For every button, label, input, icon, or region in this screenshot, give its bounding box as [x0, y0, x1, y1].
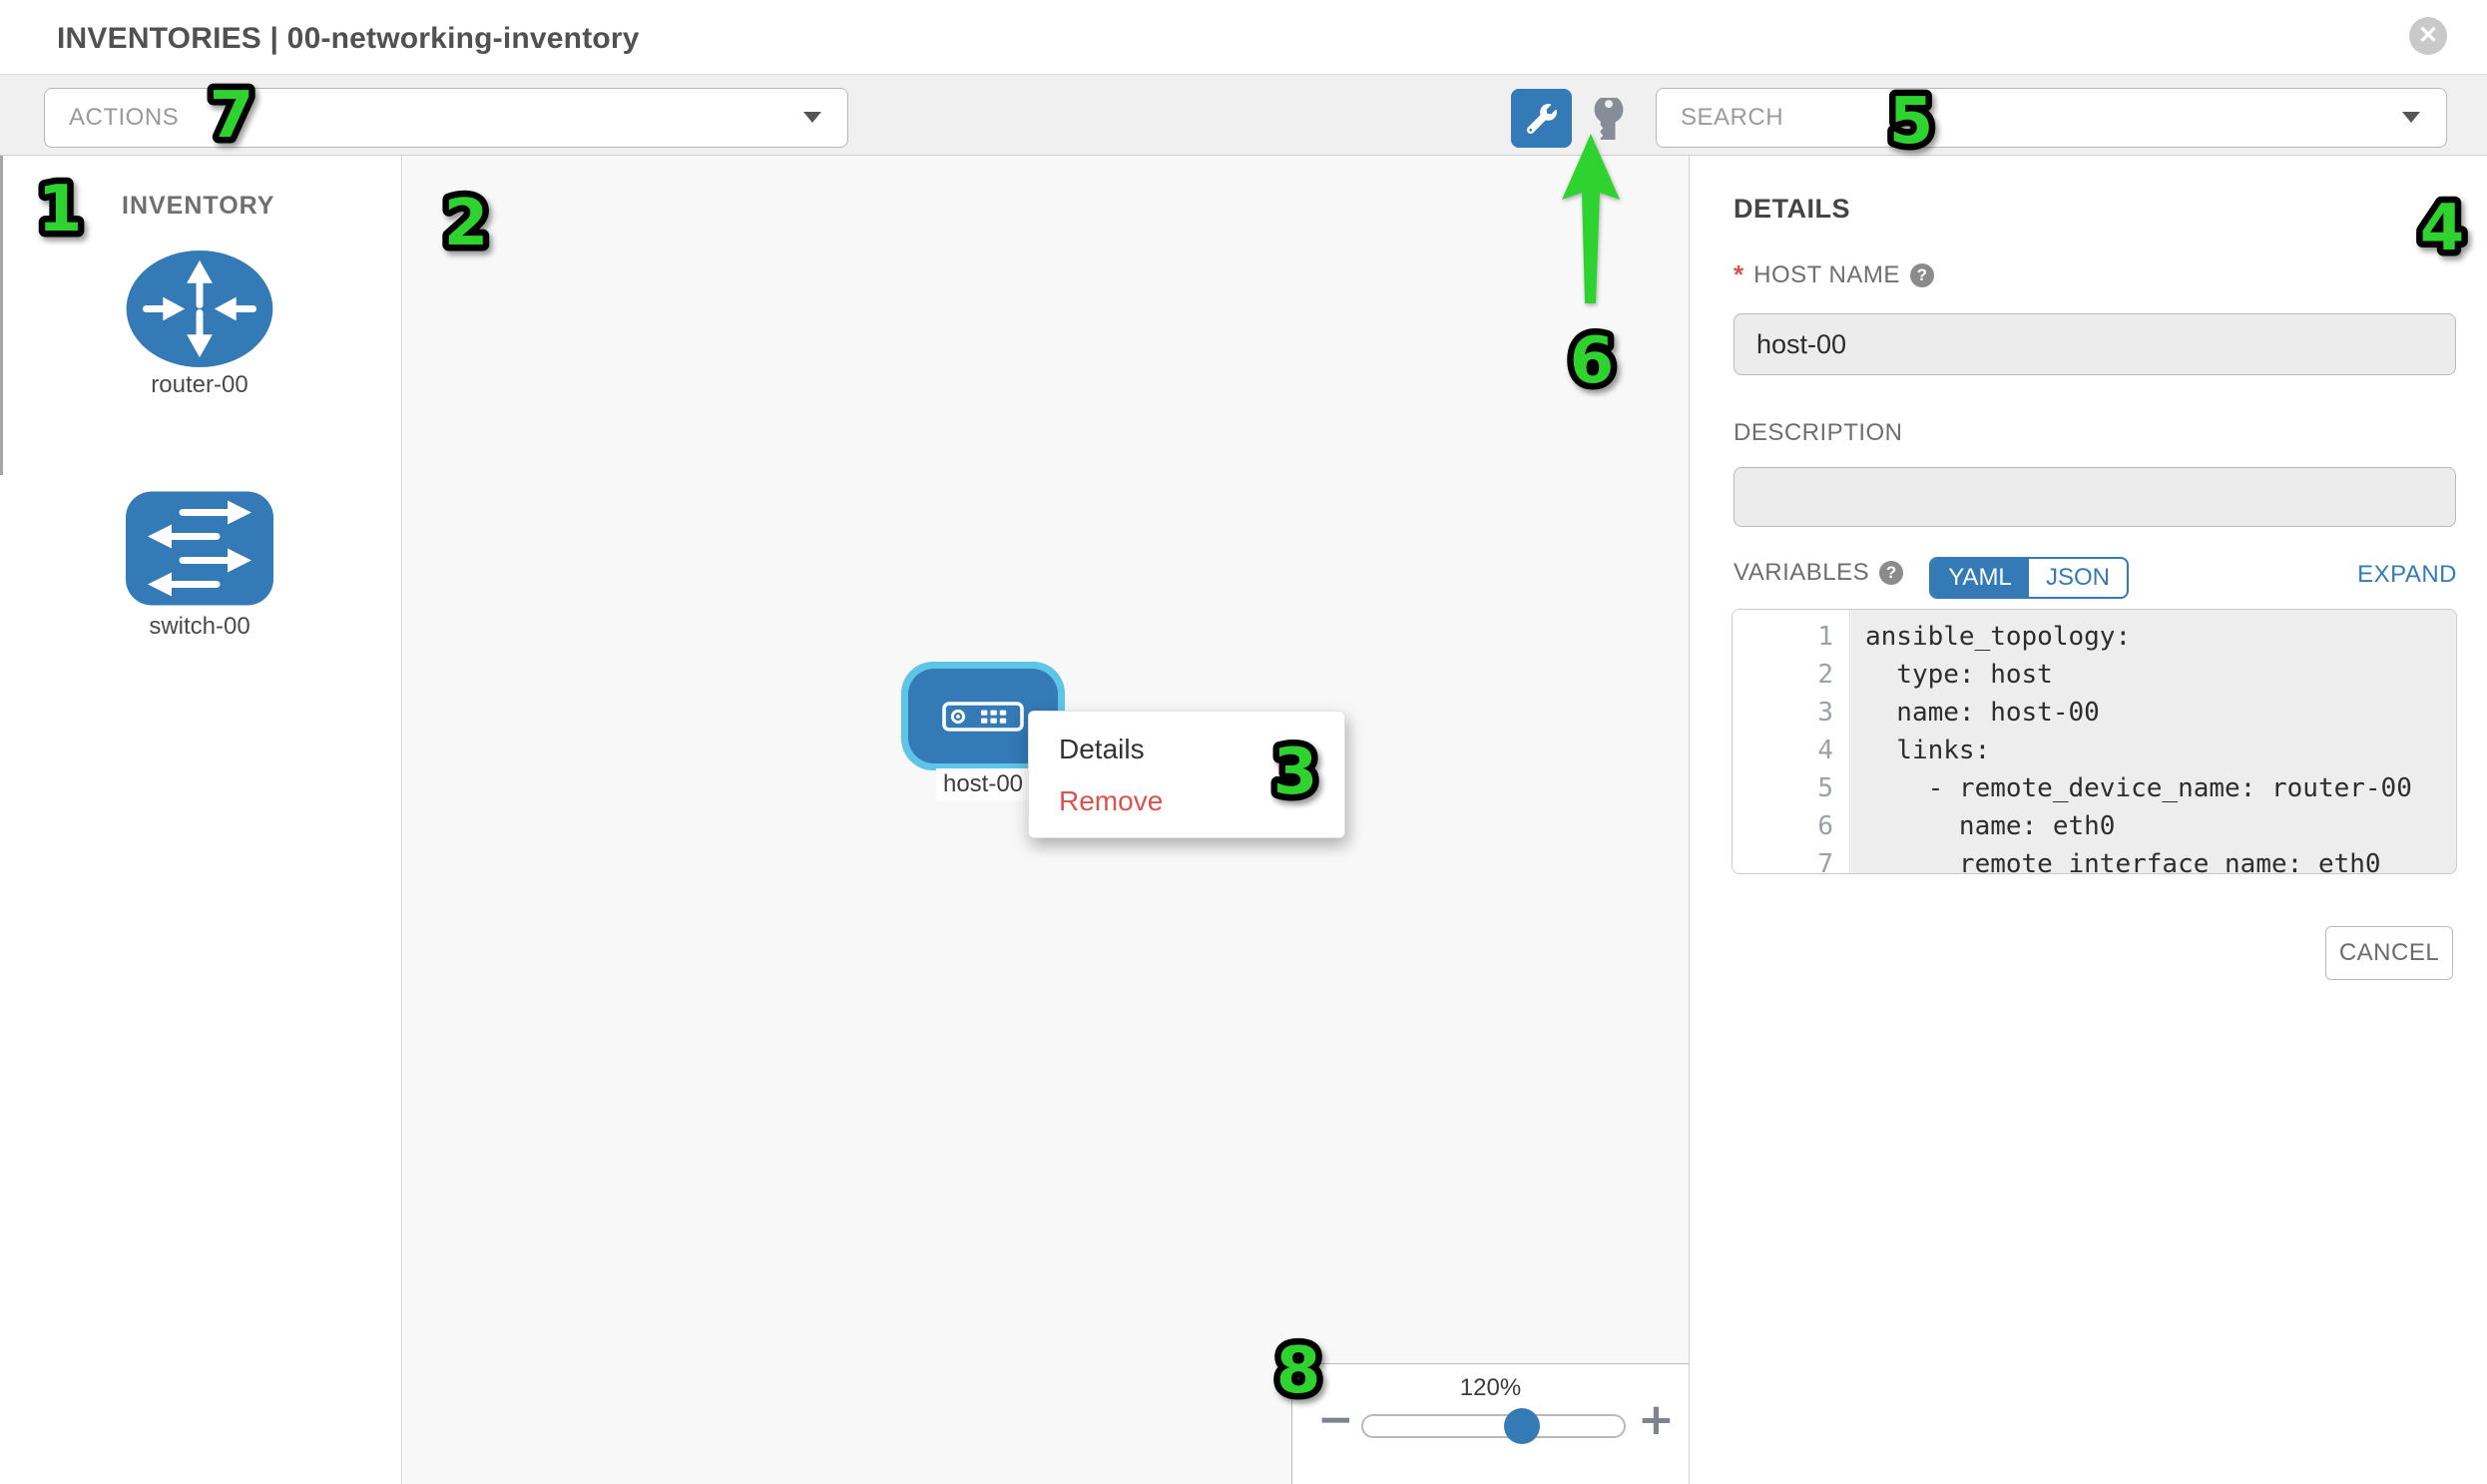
description-label: DESCRIPTION — [1734, 419, 1903, 446]
zoom-in-button[interactable]: + — [1638, 1394, 1675, 1445]
line-number: 4 — [1817, 736, 1833, 765]
top-bar: INVENTORIES | 00-networking-inventory ✕ — [0, 0, 2487, 74]
palette-item-switch[interactable] — [125, 490, 274, 607]
host-name-input[interactable] — [1734, 313, 2456, 375]
credentials-key-button[interactable] — [1585, 89, 1633, 148]
actions-dropdown[interactable]: ACTIONS — [44, 88, 848, 148]
close-icon: ✕ — [2417, 22, 2439, 49]
wrench-icon — [1526, 103, 1557, 134]
zoom-slider-track[interactable] — [1361, 1414, 1626, 1438]
host-name-label: HOST NAME — [1753, 260, 1900, 288]
palette-item-label: switch-00 — [149, 613, 250, 640]
code-line: type: host — [1865, 660, 2053, 690]
code-line: remote_interface_name: eth0 — [1865, 849, 2381, 874]
palette-item-router[interactable] — [125, 249, 274, 368]
required-asterisk: * — [1734, 259, 1744, 289]
close-button[interactable]: ✕ — [2409, 17, 2447, 55]
variables-editor[interactable]: 1 2 3 4 5 6 7 ansible_topology: type: ho… — [1732, 609, 2457, 874]
code-line: links: — [1865, 736, 1991, 765]
search-dropdown[interactable]: SEARCH — [1656, 88, 2447, 148]
help-icon[interactable]: ? — [1879, 561, 1904, 585]
key-icon — [1594, 97, 1624, 140]
inventory-palette: INVENTORY router-00 — [0, 156, 402, 1484]
router-icon — [126, 249, 273, 368]
code-line: - remote_device_name: router-00 — [1865, 773, 2412, 803]
details-panel: DETAILS * HOST NAME ? DESCRIPTION VARIAB… — [1691, 156, 2487, 1484]
expand-link[interactable]: EXPAND — [2357, 561, 2457, 588]
topology-canvas[interactable]: host-00 Details Remove 120% − + — [403, 156, 1690, 1484]
code-line: ansible_topology: — [1865, 622, 2132, 652]
line-number: 2 — [1817, 660, 1833, 690]
chevron-down-icon — [2402, 112, 2420, 123]
switch-icon — [126, 491, 273, 606]
help-icon[interactable]: ? — [1909, 262, 1934, 287]
zoom-slider-thumb[interactable] — [1504, 1408, 1540, 1444]
palette-item-label: router-00 — [151, 371, 249, 398]
line-number: 3 — [1817, 698, 1833, 728]
node-context-menu: Details Remove — [1028, 711, 1345, 838]
variables-format-toggle: YAML JSON — [1929, 557, 2129, 599]
toggle-json[interactable]: JSON — [2045, 564, 2110, 591]
editor-gutter: 1 2 3 4 5 6 7 — [1733, 610, 1850, 873]
variables-label: VARIABLES — [1734, 559, 1870, 586]
tools-button[interactable] — [1511, 89, 1572, 148]
toggle-yaml[interactable]: YAML — [1931, 559, 2029, 597]
breadcrumb: INVENTORIES | 00-networking-inventory — [57, 22, 640, 55]
description-label-row: DESCRIPTION — [1734, 419, 1903, 447]
context-menu-item-details[interactable]: Details — [1059, 734, 1145, 764]
line-number: 7 — [1817, 849, 1833, 874]
details-panel-title: DETAILS — [1734, 194, 1850, 224]
palette-title: INVENTORY — [122, 192, 275, 220]
description-input[interactable] — [1734, 467, 2456, 527]
zoom-control: 120% − + — [1291, 1363, 1689, 1484]
search-dropdown-label: SEARCH — [1681, 104, 1784, 131]
line-number: 1 — [1817, 622, 1833, 652]
code-line: name: eth0 — [1865, 811, 2116, 841]
editor-code-area: ansible_topology: type: host name: host-… — [1851, 610, 2456, 873]
variables-label-row: VARIABLES ? — [1734, 559, 1904, 587]
zoom-out-button[interactable]: − — [1317, 1394, 1354, 1445]
host-node-label: host-00 — [936, 768, 1030, 800]
context-menu-item-remove[interactable]: Remove — [1059, 785, 1164, 816]
host-icon — [942, 701, 1024, 732]
zoom-level-readout: 120% — [1459, 1374, 1522, 1401]
chevron-down-icon — [803, 112, 821, 123]
actions-dropdown-label: ACTIONS — [69, 104, 180, 131]
line-number: 6 — [1817, 811, 1833, 841]
code-line: name: host-00 — [1865, 698, 2100, 728]
host-name-label-row: * HOST NAME ? — [1734, 259, 1934, 290]
toolbar: ACTIONS SEARCH — [0, 74, 2487, 156]
palette-edge-rule — [0, 156, 3, 475]
cancel-button[interactable]: CANCEL — [2325, 926, 2453, 980]
line-number: 5 — [1817, 773, 1833, 803]
